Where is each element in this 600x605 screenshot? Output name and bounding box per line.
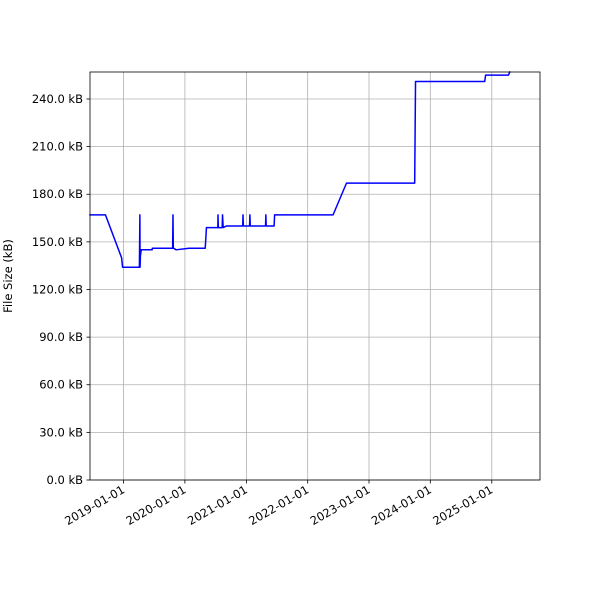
x-tick-label: 2021-01-01: [185, 482, 250, 528]
x-tick-label: 2019-01-01: [62, 482, 127, 528]
x-tick-label: 2024-01-01: [369, 482, 434, 528]
y-tick-label: 0.0 kB: [47, 473, 84, 487]
x-tick-label: 2020-01-01: [124, 482, 189, 528]
x-tick-label: 2025-01-01: [430, 482, 495, 528]
y-tick-label: 60.0 kB: [39, 378, 83, 392]
y-tick-label: 120.0 kB: [32, 282, 83, 296]
y-tick-label: 90.0 kB: [39, 330, 83, 344]
y-tick-label: 30.0 kB: [39, 425, 83, 439]
y-tick-label: 240.0 kB: [32, 92, 83, 106]
y-axis-label: File Size (kB): [1, 239, 15, 313]
series-line: [89, 71, 511, 269]
x-tick-label: 2022-01-01: [246, 482, 311, 528]
y-tick-label: 180.0 kB: [32, 187, 83, 201]
plot-area: [90, 72, 540, 480]
y-tick-label: 210.0 kB: [32, 140, 83, 154]
x-tick-label: 2023-01-01: [308, 482, 373, 528]
axes-frame: [89, 71, 541, 481]
y-tick-label: 150.0 kB: [32, 235, 83, 249]
